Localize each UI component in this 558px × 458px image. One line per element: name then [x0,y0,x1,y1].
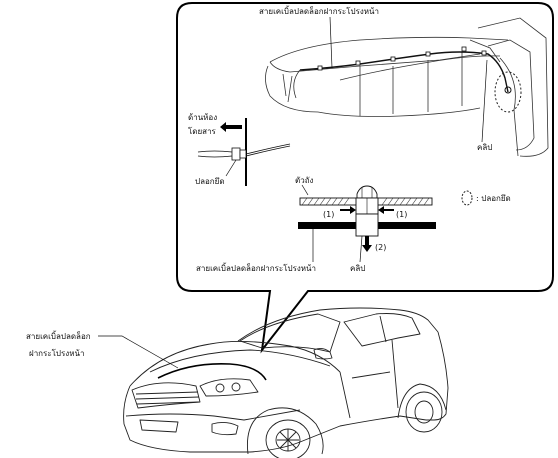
callout-leader [98,335,179,369]
callout-label-1: สายเคเบิ้ลปลดล็อก [26,330,91,341]
clip-label-top: คลิป [477,143,492,152]
step-1-right-label: (1) [396,210,407,219]
clip-label-bottom: คลิป [350,264,365,273]
legend-grommet-icon [461,190,473,206]
body-label: ตัวถัง [295,176,314,185]
firewall-grommet-detail [197,118,291,186]
cable-label-bottom: สายเคเบิ้ลปลดล็อกฝากระโปรงหน้า [196,262,316,273]
body-label-leader [301,184,309,196]
legend-grommet-label: : ปลอกยึด [476,194,511,203]
cable-clips-top [317,46,487,71]
hood-release-cable-car [157,362,267,381]
engine-bay-view [265,17,549,157]
cabin-side-arrow [220,122,242,132]
grommet-label: ปลอกยึด [195,177,225,186]
callout-label-2: ฝากระโปรงหน้า [29,348,84,358]
callout-balloon [176,2,554,354]
cable-label-top: สายเคเบิ้ลปลดล็อกฝากระโปรงหน้า [259,5,379,16]
cabin-side-label-1: ด้านห้อง [188,113,217,122]
step-2-label: (2) [375,243,386,252]
grommet-marker-top [494,71,522,113]
clip-label-bottom-leader [359,235,363,263]
cable-label-top-leader [329,16,333,69]
clip-label-top-leader [481,59,488,143]
cabin-side-label-2: โดยสาร [188,126,217,136]
clip-removal-detail [298,185,436,252]
step-1-left-label: (1) [323,210,334,219]
car-illustration [123,307,449,458]
